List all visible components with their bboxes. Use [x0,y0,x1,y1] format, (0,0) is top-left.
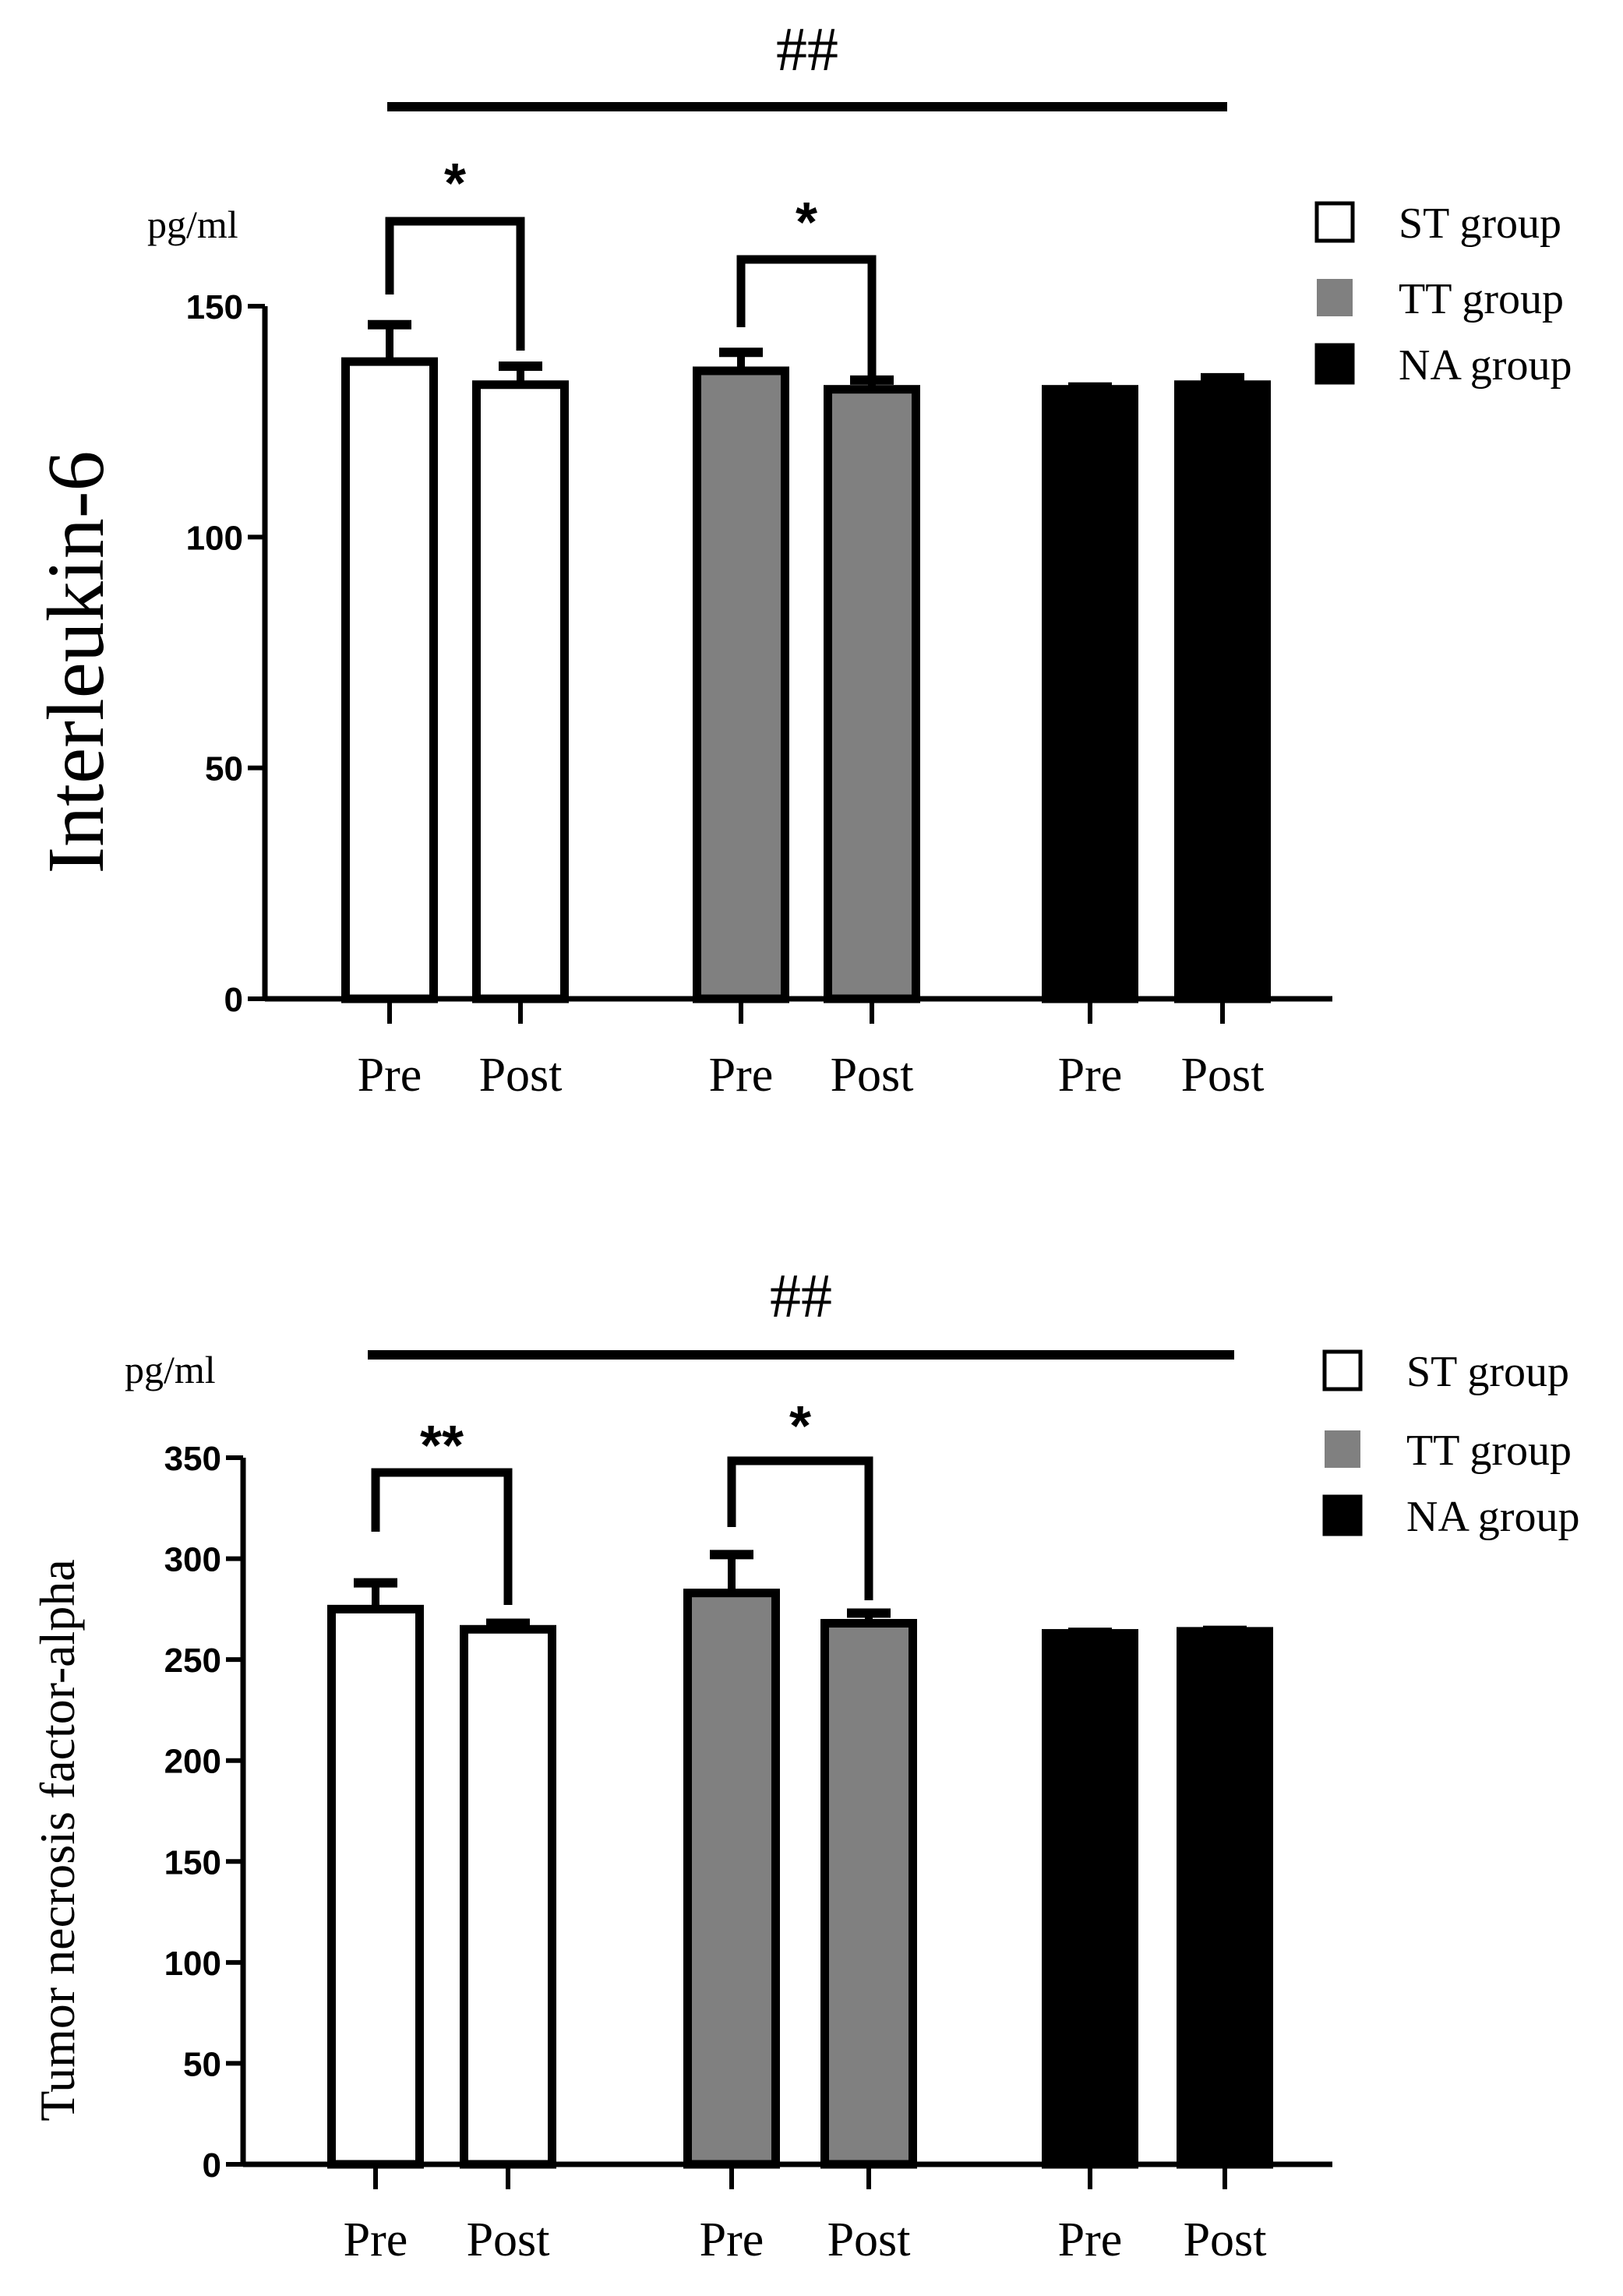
x-tick-label: Pre [709,1049,774,1102]
bar [683,1589,780,2169]
y-axis-label: Interleukin-6 [31,451,121,874]
x-tick-label: Pre [358,1049,422,1102]
unit-label: pg/ml [147,203,238,246]
bar [1042,385,1138,1003]
legend-swatch [1317,279,1353,316]
significance-bracket [727,1456,873,1600]
x-tick-label: Post [827,2213,911,2266]
x-tick-label: Pre [1058,1049,1123,1102]
bar [824,385,920,1003]
significance-label: ## [776,16,838,84]
bar [1174,380,1271,1003]
y-tick-label: 250 [164,1642,221,1680]
y-tick-label: 50 [205,750,243,788]
legend-swatch [1322,1494,1363,1536]
x-tick-label: Post [1181,1049,1265,1102]
y-axis-label: Tumor necrosis factor-alpha [30,1559,85,2121]
x-tick-label: Pre [344,2213,408,2266]
bar [820,1618,917,2169]
x-tick-label: Post [1184,2213,1267,2266]
significance-bracket [385,217,525,351]
y-tick-label: 100 [164,1945,221,1983]
x-tick-label: Pre [1058,2213,1123,2266]
significance-bracket [736,255,877,380]
x-tick-label: Post [479,1049,563,1102]
significance-label: * [789,1395,811,1458]
y-tick-label: 150 [186,288,243,326]
legend-label: NA group [1406,1493,1579,1541]
legend-label: ST group [1406,1348,1569,1396]
bar [327,1604,424,2169]
legend-swatch [1314,343,1355,385]
bar [693,366,789,1003]
significance-label: ## [770,1262,832,1331]
significance-label: ** [420,1415,464,1477]
x-tick-label: Post [467,2213,550,2266]
bar [460,1624,556,2169]
bar [472,380,569,1003]
significance-bracket [371,1468,513,1605]
bar [1177,1627,1273,2169]
x-tick-label: Post [831,1049,914,1102]
y-tick-label: 300 [164,1541,221,1579]
y-tick-label: 0 [224,981,243,1019]
legend-label: TT group [1399,275,1564,323]
legend-label: ST group [1399,199,1561,248]
bar [1042,1628,1138,2169]
legend-label: TT group [1406,1427,1572,1475]
y-tick-label: 150 [164,1843,221,1882]
legend-swatch [1314,201,1355,243]
bar [341,357,438,1003]
y-tick-label: 50 [183,2045,221,2083]
significance-label: * [444,153,466,215]
x-tick-label: Pre [700,2213,764,2266]
unit-label: pg/ml [125,1348,216,1391]
y-tick-label: 0 [203,2146,221,2185]
y-tick-label: 350 [164,1440,221,1478]
y-tick-label: 200 [164,1743,221,1781]
legend-label: NA group [1399,341,1572,390]
legend-swatch [1325,1430,1360,1468]
y-tick-label: 100 [186,519,243,557]
significance-label: * [796,192,817,254]
legend-swatch [1322,1349,1363,1391]
